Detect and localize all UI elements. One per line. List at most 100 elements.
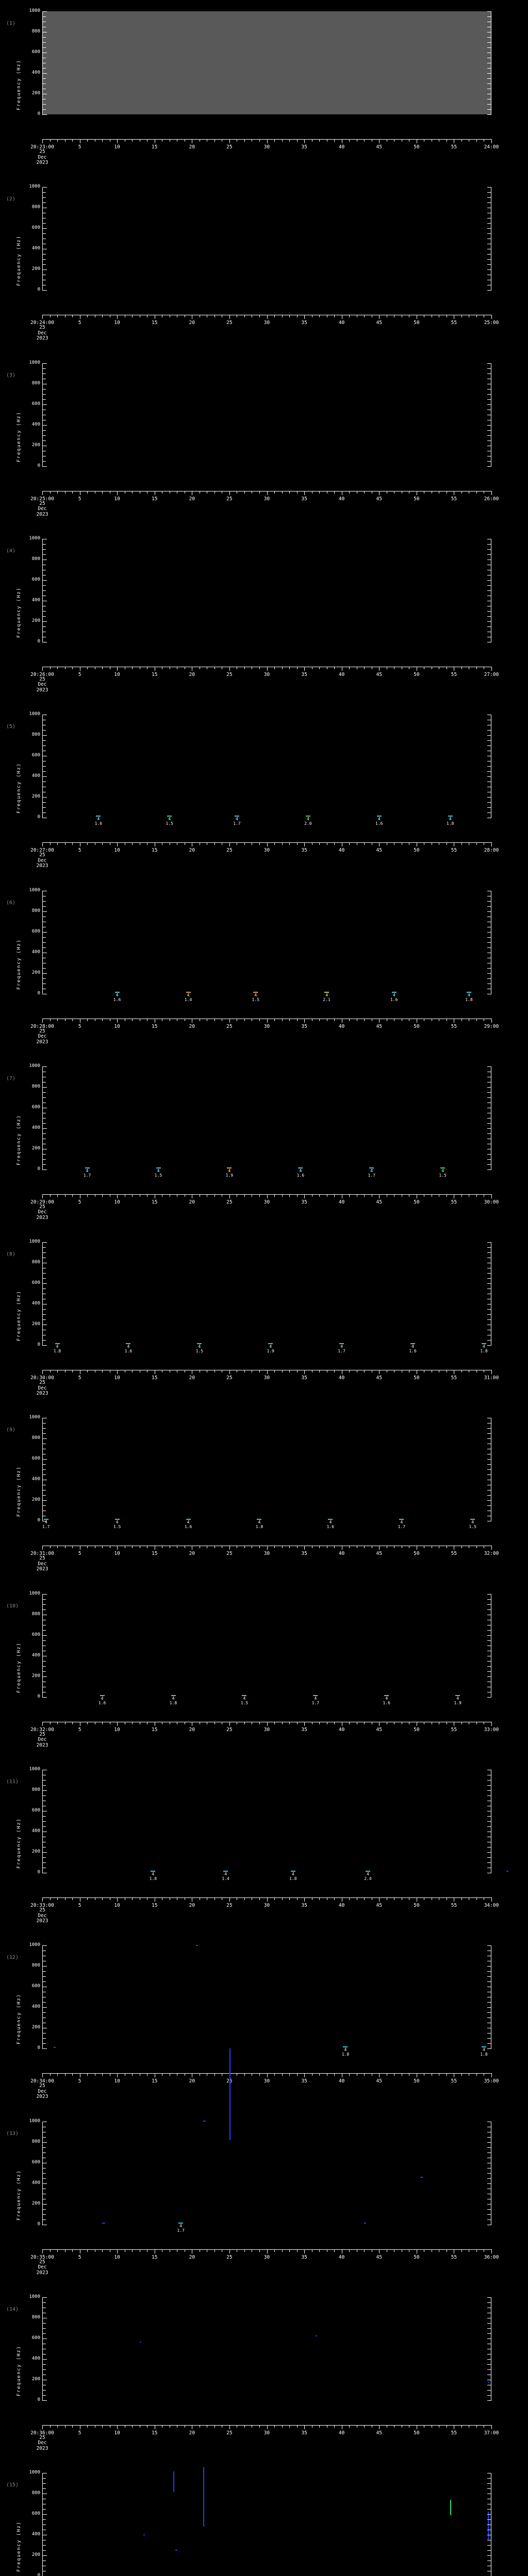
annotation-marker-icon — [156, 1167, 161, 1168]
plot-area[interactable] — [42, 715, 491, 818]
x-tick-label: 40 — [338, 144, 345, 150]
x-tick — [50, 2249, 51, 2252]
y-tick — [42, 1469, 46, 1470]
y-tick-label: 400 — [31, 421, 40, 427]
y-tick-right — [487, 2219, 491, 2220]
plot-area[interactable] — [42, 1770, 509, 1873]
y-tick — [42, 1428, 46, 1429]
event-annotation: 4 1.7 — [226, 816, 247, 826]
x-tick — [72, 1018, 73, 1021]
panel-index-label: (14) — [6, 2306, 19, 2312]
x-tick — [379, 1546, 380, 1550]
plot-area[interactable] — [42, 2297, 491, 2400]
y-tick-label: 600 — [31, 225, 40, 231]
annotation-marker-icon — [126, 1343, 131, 1345]
y-tick — [42, 425, 47, 426]
event-annotation: 4 1.8 — [458, 991, 479, 1002]
x-tick — [476, 1370, 477, 1373]
annotation-bottom-value: 1.8 — [149, 1876, 157, 1881]
x-tick — [461, 2249, 462, 2252]
x-tick-label: 35 — [301, 1903, 307, 1908]
y-tick-right — [487, 2519, 491, 2520]
x-tick — [42, 2425, 43, 2429]
x-tick — [491, 1194, 492, 1198]
y-tick-right — [487, 399, 491, 400]
x-tick — [476, 1194, 477, 1197]
event-annotation: 4 1.7 — [391, 1519, 412, 1529]
x-axis-start-time-label: 20:23:00 — [30, 144, 54, 150]
x-tick — [50, 139, 51, 142]
plot-area[interactable] — [42, 1594, 491, 1697]
x-tick-label: 50 — [414, 848, 420, 854]
x-tick — [229, 1018, 230, 1023]
x-tick — [296, 842, 298, 845]
y-tick-right — [487, 1438, 491, 1439]
x-tick-label: 25 — [226, 1551, 233, 1557]
y-tick — [42, 1345, 47, 1346]
plot-area[interactable] — [42, 187, 491, 291]
y-tick-label: 400 — [31, 2004, 40, 2010]
plot-area[interactable] — [42, 2048, 491, 2225]
y-tick-right — [487, 461, 491, 462]
y-tick-label: 1000 — [29, 2118, 40, 2124]
detection-trace — [195, 1945, 198, 1946]
y-tick — [42, 797, 47, 798]
y-tick — [42, 435, 46, 436]
plot-area[interactable] — [42, 538, 491, 642]
y-tick-right — [487, 1795, 491, 1796]
x-tick — [50, 1018, 51, 1021]
x-tick — [379, 2249, 380, 2253]
y-tick — [42, 1852, 47, 1853]
x-tick — [42, 1897, 43, 1902]
x-tick — [244, 1370, 245, 1373]
y-tick — [42, 2524, 46, 2526]
x-tick-label: 20 — [189, 2430, 195, 2436]
plot-area[interactable] — [42, 11, 491, 114]
plot-area[interactable] — [42, 890, 491, 994]
y-tick-label: 1000 — [29, 1415, 40, 1420]
x-tick — [304, 1546, 305, 1550]
y-tick-right — [487, 766, 491, 767]
y-tick — [42, 259, 46, 260]
y-tick — [42, 1319, 46, 1320]
x-tick — [57, 1546, 58, 1549]
event-annotation: 4 1.8 — [47, 1343, 68, 1353]
y-tick — [42, 1066, 47, 1067]
y-tick — [42, 1123, 46, 1124]
x-tick — [461, 139, 462, 142]
y-tick-right — [487, 1785, 491, 1786]
y-tick — [42, 440, 46, 441]
x-tick — [364, 1546, 365, 1549]
x-tick — [50, 2073, 51, 2076]
x-tick — [244, 490, 245, 494]
plot-area[interactable] — [42, 1242, 491, 1346]
x-tick — [117, 315, 118, 319]
x-tick — [319, 2249, 320, 2252]
x-tick — [364, 315, 365, 318]
annotation-marker-icon — [324, 991, 329, 993]
y-tick-right — [487, 1852, 491, 1853]
x-tick-label: 45 — [376, 1903, 382, 1908]
plot-area[interactable] — [42, 1945, 491, 2049]
x-tick — [72, 1897, 73, 1900]
plot-area[interactable] — [42, 1418, 491, 1521]
annotation-top-value: 4 — [44, 1520, 47, 1525]
date-label-line: Dec — [38, 1737, 47, 1743]
y-tick — [42, 2359, 47, 2360]
plot-area[interactable] — [42, 363, 491, 466]
y-tick-label: 0 — [37, 2573, 40, 2576]
x-tick — [267, 2073, 268, 2078]
x-tick — [244, 1546, 245, 1549]
x-tick-label: 40 — [338, 2254, 345, 2260]
event-annotation: 4 2.4 — [357, 1871, 378, 1881]
x-tick — [334, 490, 335, 494]
y-tick — [42, 202, 46, 204]
plot-area[interactable] — [42, 2467, 491, 2576]
y-tick-right — [487, 730, 491, 731]
plot-area[interactable] — [42, 1066, 491, 1170]
y-tick — [42, 730, 46, 731]
annotation-top-value: 4 — [254, 992, 257, 997]
x-tick — [364, 666, 365, 669]
x-tick-label: 35 — [301, 848, 307, 854]
y-tick — [42, 1795, 46, 1796]
